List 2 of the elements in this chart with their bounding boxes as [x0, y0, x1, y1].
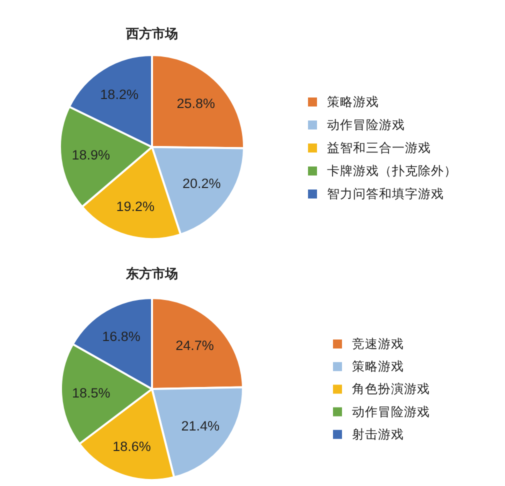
title: 西方市场 [126, 26, 178, 41]
title: 东方市场 [126, 266, 178, 281]
